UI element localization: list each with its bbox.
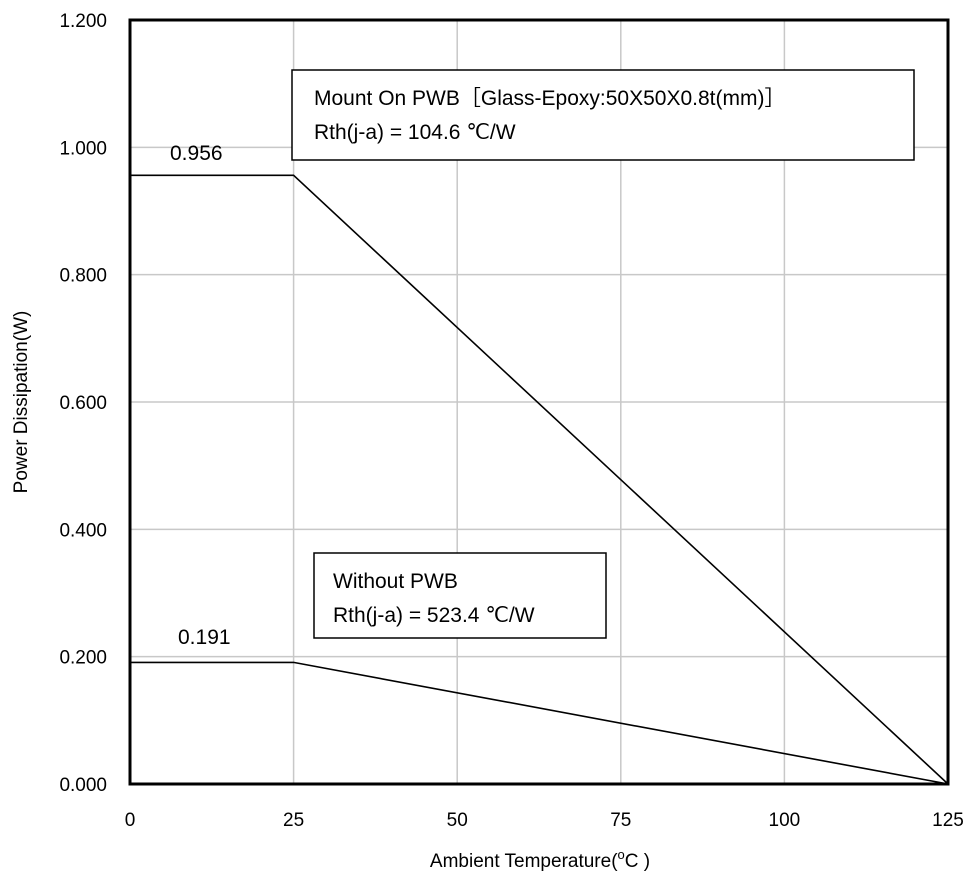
x-tick-label: 50 xyxy=(447,810,468,831)
legend-without-pwb-line2: Rth(j-a) = 523.4 ℃/W xyxy=(333,604,535,627)
x-tick-label: 25 xyxy=(283,810,304,831)
legend-without-pwb-line1: Without PWB xyxy=(333,570,458,593)
x-axis-label-unit: C ) xyxy=(625,851,650,872)
legend-box-with-pwb: Mount On PWB［Glass-Epoxy:50X50X0.8t(mm)］… xyxy=(291,69,915,161)
legend-box-with-pwb-frame xyxy=(291,69,915,161)
data-label-0191: 0.191 xyxy=(178,626,231,649)
y-tick-label: 0.200 xyxy=(59,648,107,669)
series-lines xyxy=(130,174,949,785)
y-tick-label: 0.400 xyxy=(59,520,107,541)
y-tick-label: 0.800 xyxy=(59,266,107,287)
x-axis-label-main: Ambient Temperature( xyxy=(430,851,618,872)
data-label-0956: 0.956 xyxy=(170,142,223,165)
y-tick-label: 0.000 xyxy=(59,775,107,796)
legend-with-pwb-line1: Mount On PWB［Glass-Epoxy:50X50X0.8t(mm)］ xyxy=(314,87,786,110)
x-axis-label-degree: o xyxy=(618,847,625,862)
legend-with-pwb-line2: Rth(j-a) = 104.6 ℃/W xyxy=(314,121,516,144)
x-axis-label: Ambient Temperature(oC ) xyxy=(430,847,650,872)
series-line-1 xyxy=(130,174,949,785)
y-tick-label: 0.600 xyxy=(59,393,107,414)
plot-area-frame xyxy=(128,18,950,786)
y-tick-label: 1.200 xyxy=(59,11,107,32)
legend-box-without-pwb: Without PWB Rth(j-a) = 523.4 ℃/W xyxy=(313,552,607,639)
x-tick-label: 0 xyxy=(125,810,136,831)
legend-box-without-pwb-frame xyxy=(313,552,607,639)
y-axis-ticks: 0.000 0.200 0.400 0.600 0.800 1.000 1.200 xyxy=(59,11,107,796)
x-tick-label: 125 xyxy=(932,810,964,831)
x-tick-label: 100 xyxy=(769,810,801,831)
series-line-2 xyxy=(130,661,949,785)
x-tick-label: 75 xyxy=(610,810,631,831)
y-tick-label: 1.000 xyxy=(59,138,107,159)
y-axis-label: Power Dissipation(W) xyxy=(11,311,32,494)
x-axis-ticks: 0 25 50 75 100 125 xyxy=(125,810,964,831)
